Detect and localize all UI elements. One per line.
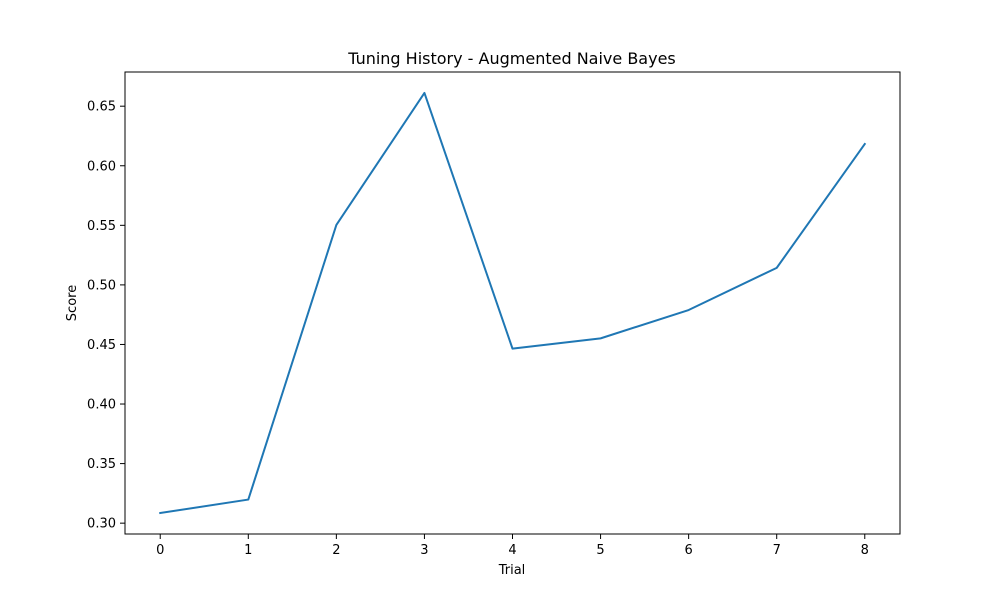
- x-tick-label: 4: [508, 543, 516, 558]
- x-tick-label: 6: [684, 543, 692, 558]
- y-tick-label: 0.40: [87, 398, 116, 413]
- y-tick-label: 0.35: [87, 457, 116, 472]
- x-tick-label: 0: [156, 543, 164, 558]
- chart-title: Tuning History - Augmented Naive Bayes: [347, 49, 676, 68]
- y-axis-label: Score: [65, 285, 80, 321]
- y-tick-label: 0.55: [87, 219, 116, 234]
- x-tick-label: 5: [596, 543, 604, 558]
- series-layer: [159, 91, 867, 515]
- x-axis-label: Trial: [498, 563, 526, 578]
- x-tick-label: 8: [861, 543, 869, 558]
- x-tick-label: 7: [773, 543, 781, 558]
- y-tick-label: 0.30: [87, 517, 116, 532]
- axis-ticks: 0 1 2 3 4 5 6 7 8 0.30 0.35 0.40 0.45 0.50 0.55 0.60 0.6…: [87, 100, 869, 558]
- y-tick-label: 0.65: [87, 100, 116, 115]
- x-tick-label: 3: [420, 543, 428, 558]
- plot-area-frame: [124, 71, 901, 535]
- x-tick-label: 1: [244, 543, 252, 558]
- y-tick-label: 0.45: [87, 338, 116, 353]
- y-tick-label: 0.60: [87, 159, 116, 174]
- series-line: [159, 91, 867, 515]
- y-tick-label: 0.50: [87, 278, 116, 293]
- x-tick-label: 2: [332, 543, 340, 558]
